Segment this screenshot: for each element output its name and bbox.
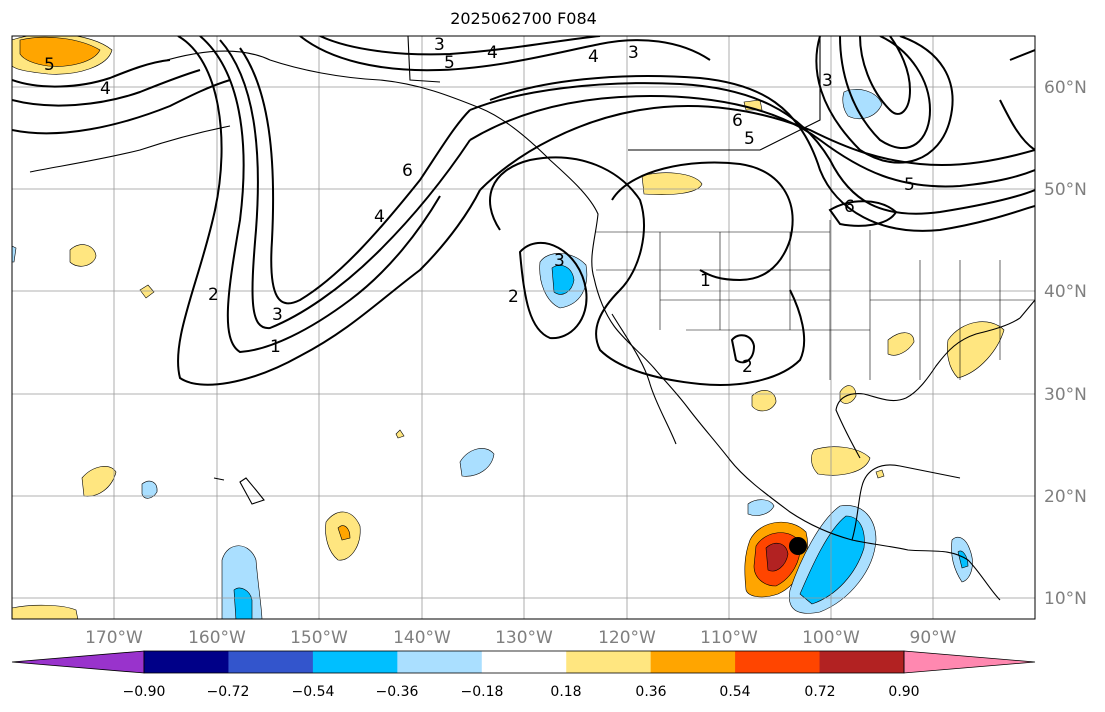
coastlines xyxy=(29,36,1035,601)
contour-label: 1 xyxy=(700,271,711,291)
colorbar-extend-high xyxy=(903,650,1036,674)
lat-label: 50°N xyxy=(1044,180,1087,200)
contour-label: 3 xyxy=(272,305,283,325)
colorbar: −0.90 −0.72 −0.54 −0.36 −0.18 0.18 0.36 … xyxy=(11,650,1036,700)
colorbar-tick-labels: −0.90 −0.72 −0.54 −0.36 −0.18 0.18 0.36 … xyxy=(123,684,920,700)
contour-label-group: 3 4 5 4 3 6 5 3 5 6 6 4 3 2 1 2 3 1 2 5 … xyxy=(44,35,915,377)
contour-label: 4 xyxy=(588,47,599,67)
contour-label: 6 xyxy=(732,111,743,131)
lon-label: 100°W xyxy=(802,628,860,648)
contour-lines xyxy=(12,36,1035,386)
contour-label: 5 xyxy=(444,53,455,73)
lon-label: 90°W xyxy=(910,628,957,648)
storm-center-marker xyxy=(789,537,807,555)
colorbar-tick: 0.72 xyxy=(804,684,835,700)
contour-label: 6 xyxy=(402,161,413,181)
colorbar-segment xyxy=(481,651,567,673)
contour-label: 5 xyxy=(744,129,755,149)
contour-label: 4 xyxy=(487,43,498,63)
colorbar-segment xyxy=(144,651,229,673)
contour-label: 3 xyxy=(434,35,445,55)
lon-label: 150°W xyxy=(290,628,348,648)
lon-label: 160°W xyxy=(188,628,246,648)
lon-label: 140°W xyxy=(393,628,451,648)
colorbar-segment xyxy=(566,651,652,673)
contour-label: 3 xyxy=(554,251,565,271)
lon-label: 130°W xyxy=(495,628,553,648)
lat-label: 10°N xyxy=(1044,589,1087,609)
contour-label: 3 xyxy=(628,43,639,63)
colorbar-extend-low xyxy=(11,650,145,674)
colorbar-segment xyxy=(312,651,398,673)
colorbar-segment xyxy=(650,651,736,673)
map-plot-area: 3 4 5 4 3 6 5 3 5 6 6 4 3 2 1 2 3 1 2 5 … xyxy=(12,35,1035,619)
colorbar-tick: 0.36 xyxy=(635,684,666,700)
lat-label: 30°N xyxy=(1044,385,1087,405)
map-frame xyxy=(11,35,1036,620)
contour-label: 2 xyxy=(742,357,753,377)
longitude-labels: 170°W 160°W 150°W 140°W 130°W 120°W 110°… xyxy=(85,628,957,648)
colorbar-segment xyxy=(819,651,905,673)
colorbar-segment xyxy=(228,651,314,673)
lon-label: 170°W xyxy=(85,628,143,648)
colorbar-tick: 0.54 xyxy=(719,684,750,700)
latitude-labels: 60°N 50°N 40°N 30°N 20°N 10°N xyxy=(1044,78,1087,609)
contour-label: 5 xyxy=(904,175,915,195)
colorbar-tick: −0.72 xyxy=(207,684,250,700)
contour-label: 3 xyxy=(822,71,833,91)
warm-anomaly-nw-core xyxy=(19,36,101,67)
contour-label: 5 xyxy=(44,55,55,75)
lat-label: 40°N xyxy=(1044,282,1087,302)
contour-label: 6 xyxy=(844,197,855,217)
map-title: 2025062700 F084 xyxy=(450,9,597,28)
colorbar-tick: −0.54 xyxy=(292,684,335,700)
colorbar-tick: −0.90 xyxy=(123,684,166,700)
colorbar-segments xyxy=(144,651,905,673)
contour-label: 2 xyxy=(508,287,519,307)
contour-label: 4 xyxy=(374,207,385,227)
colorbar-tick: 0.18 xyxy=(550,684,581,700)
colorbar-segment xyxy=(735,651,821,673)
contour-label: 2 xyxy=(208,285,219,305)
colorbar-segment xyxy=(397,651,483,673)
contour-label: 4 xyxy=(100,79,111,99)
graticule xyxy=(12,36,1035,619)
lon-label: 120°W xyxy=(598,628,656,648)
lat-label: 60°N xyxy=(1044,78,1087,98)
lon-label: 110°W xyxy=(700,628,758,648)
lat-label: 20°N xyxy=(1044,487,1087,507)
colorbar-tick: −0.36 xyxy=(376,684,419,700)
contour-label: 1 xyxy=(270,337,281,357)
colorbar-tick: −0.18 xyxy=(461,684,504,700)
colorbar-tick: 0.90 xyxy=(888,684,919,700)
